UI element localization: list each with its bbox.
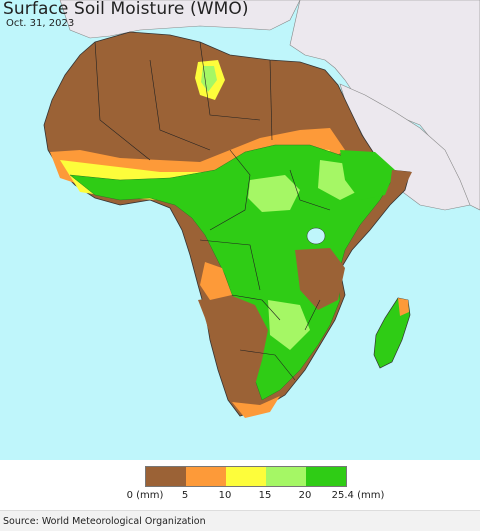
light-green-patch-1 [248, 175, 300, 212]
map-date: Oct. 31, 2023 [6, 18, 75, 29]
legend-label-15: 15 [258, 490, 272, 501]
madagascar-dry-tip [398, 298, 409, 316]
legend-label-5: 5 [181, 490, 189, 501]
sw-orange-edge [200, 262, 232, 300]
map-area: Surface Soil Moisture (WMO) Oct. 31, 202… [0, 0, 480, 460]
light-green-patch-3 [268, 300, 310, 350]
legend-label-0: 0 (mm) [126, 490, 164, 501]
lake-victoria [306, 227, 326, 245]
southwest-dry [198, 295, 268, 405]
source-credit: Source: World Meteorological Organizatio… [3, 516, 206, 527]
map-svg [43, 0, 480, 418]
east-dry-zone [295, 248, 345, 310]
country-borders [94, 41, 331, 381]
legend-label-25: 25.4 (mm) [331, 490, 385, 501]
europe-region [59, 0, 301, 39]
legend-swatch-0-5 [146, 467, 186, 486]
legend-swatch-10-15 [226, 467, 266, 486]
legend-label-20: 20 [298, 490, 312, 501]
legend-label-10: 10 [218, 490, 232, 501]
legend-swatch-15-20 [266, 467, 306, 486]
map-title: Surface Soil Moisture (WMO) [3, 0, 249, 19]
footer-bar: Source: World Meteorological Organizatio… [0, 510, 480, 531]
color-legend [145, 466, 347, 487]
horn-green [340, 150, 395, 200]
south-coast-orange [232, 396, 280, 418]
legend-swatch-5-10 [186, 467, 226, 486]
legend-swatch-20-25 [306, 467, 346, 486]
libya-wet-core [201, 66, 217, 92]
central-africa-wet [69, 144, 396, 401]
horn-tip-dry [390, 170, 412, 188]
